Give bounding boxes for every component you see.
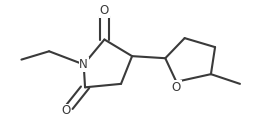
Text: N: N <box>79 58 88 71</box>
Text: O: O <box>61 104 70 117</box>
Text: O: O <box>100 4 109 17</box>
Text: O: O <box>172 81 181 94</box>
